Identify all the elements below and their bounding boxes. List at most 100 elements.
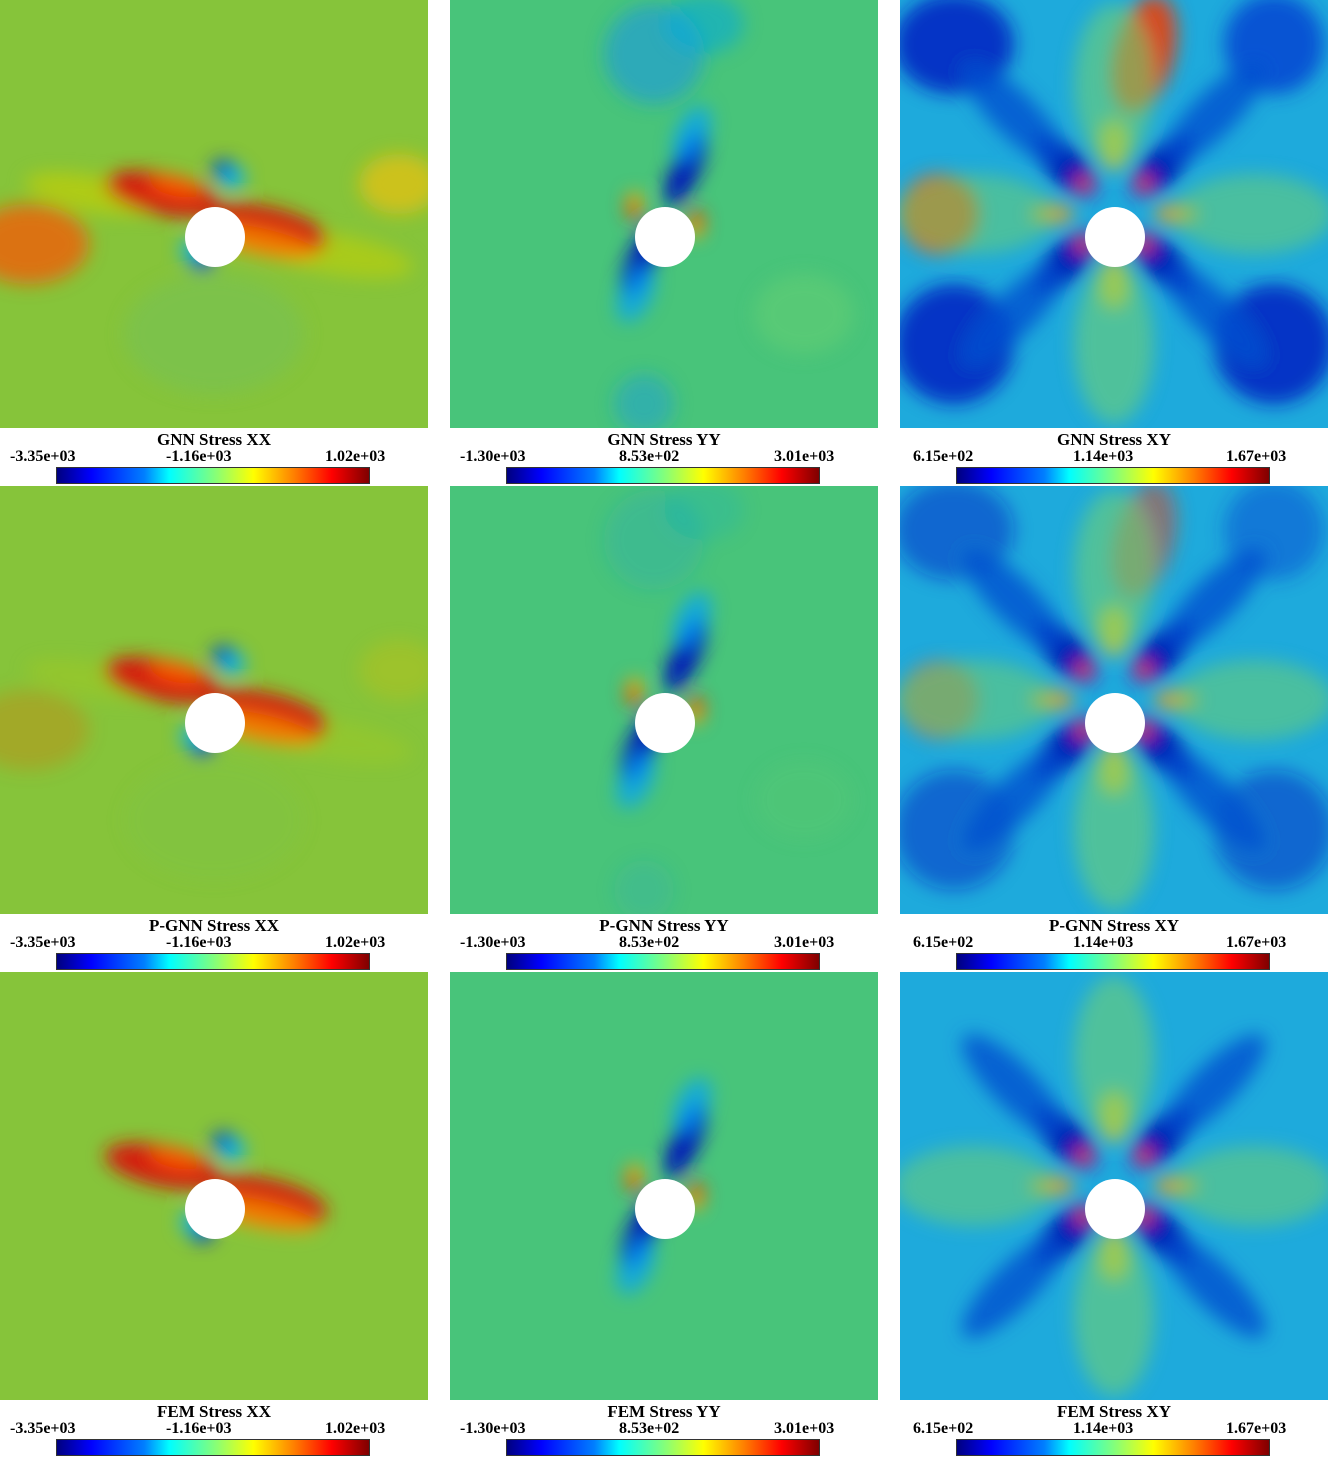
stress-region [664,0,744,54]
pgnn-yy-title: P-GNN Stress YY [599,916,729,935]
stress-region [1074,750,1154,910]
gnn-yy-min: -1.30e+03 [460,448,526,465]
stress-region [962,1034,1066,1138]
stress-region [1074,1236,1154,1396]
contour-plot [450,972,878,1400]
stress-region [148,174,204,198]
gnn-yy-max: 3.01e+03 [774,448,835,465]
pgnn-yy-field [450,486,878,914]
fem-yy-title: FEM Stress YY [607,1402,721,1421]
stress-region [672,591,712,649]
pgnn-xy-min: 6.15e+02 [913,934,974,951]
stress-region [616,265,656,323]
stress-region [24,172,164,216]
stress-region [1074,976,1154,1136]
stress-region [1074,4,1154,164]
hole [635,1179,695,1239]
fem-yy-min: -1.30e+03 [460,1420,526,1437]
contour-plot [900,972,1328,1400]
contour-plot [900,486,1328,914]
pgnn-xy-max: 1.67e+03 [1226,934,1287,951]
gnn-xy-title: GNN Stress XY [1057,430,1171,449]
pgnn-yy-min: -1.30e+03 [460,934,526,951]
fem-xy-colorbar [956,1439,1270,1456]
stress-region [0,204,89,284]
pgnn-xy-mid: 1.14e+03 [1073,934,1134,951]
stress-region [630,678,642,694]
pgnn-xx-colorbar [56,953,370,970]
fem-xx-field [0,972,428,1400]
stress-region [1074,264,1154,424]
gnn-yy-mid: 8.53e+02 [619,448,680,465]
stress-region [124,274,304,394]
pgnn-xx-mid: -1.16e+03 [166,934,232,951]
hole [635,207,695,267]
stress-region [1076,176,1092,192]
pgnn-yy-colorbar [506,953,820,970]
stress-region [1174,1146,1328,1226]
pgnn-xx-title: P-GNN Stress XX [148,916,279,935]
stress-region [1174,660,1328,740]
gnn-xx-mid: -1.16e+03 [166,448,232,465]
stress-region [754,760,854,840]
fem-xx-title: FEM Stress XX [157,1402,271,1421]
stress-region [630,1164,642,1180]
contour-plot [0,972,428,1400]
stress-region [962,548,1066,652]
gnn-yy-colorbar [506,467,820,484]
hole [185,693,245,753]
pgnn-yy-mid: 8.53e+02 [619,934,680,951]
stress-region [614,860,674,914]
stress-region [664,486,744,540]
stress-region [1076,1148,1092,1164]
hole [185,207,245,267]
stress-region [900,174,1054,254]
contour-plot [0,0,428,428]
stress-region [900,1146,1054,1226]
stress-region [1136,176,1152,192]
gnn-xx-colorbar [56,467,370,484]
stress-region [672,105,712,163]
fem-xx-colorbar [56,1439,370,1456]
fem-xx-min: -3.35e+03 [10,1420,76,1437]
hole [1085,1179,1145,1239]
stress-region [1162,1034,1266,1138]
stress-region [1162,748,1266,852]
gnn-xy-min: 6.15e+02 [913,448,974,465]
gnn-xx-title: GNN Stress XX [157,430,271,449]
stress-region [1136,1148,1152,1164]
gnn-xx-min: -3.35e+03 [10,448,76,465]
contour-plot [450,486,878,914]
stress-region [672,1077,712,1135]
stress-region [962,262,1066,366]
contour-plot [450,0,878,428]
stress-region [359,154,428,214]
pgnn-xy-colorbar [956,953,1270,970]
gnn-xy-max: 1.67e+03 [1226,448,1287,465]
stress-region [630,192,642,208]
stress-region [614,374,674,428]
gnn-xx-field [0,0,428,428]
stress-region [1174,174,1328,254]
pgnn-xx-field [0,486,428,914]
gnn-xx-max: 1.02e+03 [325,448,386,465]
fem-xy-min: 6.15e+02 [913,1420,974,1437]
fem-yy-max: 3.01e+03 [774,1420,835,1437]
stress-region [148,660,204,684]
stress-region [148,1146,204,1170]
stress-region [218,166,246,190]
stress-region [962,748,1066,852]
stress-region [218,652,246,676]
stress-region [124,760,304,880]
stress-region [1136,662,1152,678]
pgnn-xx-min: -3.35e+03 [10,934,76,951]
stress-region [900,660,1054,740]
fem-xy-max: 1.67e+03 [1226,1420,1287,1437]
hole [635,693,695,753]
stress-region [1076,662,1092,678]
stress-region [218,1138,246,1162]
fem-xy-title: FEM Stress XY [1057,1402,1171,1421]
hole [185,1179,245,1239]
gnn-yy-field [450,0,878,428]
fem-yy-mid: 8.53e+02 [619,1420,680,1437]
